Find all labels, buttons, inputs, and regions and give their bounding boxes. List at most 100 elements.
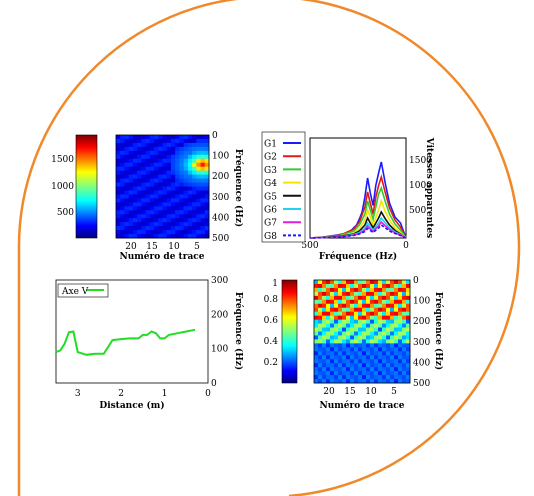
heatmap-cell — [120, 194, 125, 199]
heatmap-cell — [141, 174, 146, 179]
heatmap-cell — [362, 339, 367, 344]
heatmap-cell — [192, 206, 197, 211]
x-tick-5: 5 — [194, 242, 200, 252]
heatmap-cell — [179, 158, 185, 164]
heatmap-cell — [124, 218, 130, 223]
heatmap-cell — [141, 234, 146, 239]
heatmap-cell — [204, 138, 210, 144]
heatmap-cell — [402, 331, 407, 336]
heatmap-cell — [338, 375, 343, 380]
heatmap-cell — [137, 138, 142, 144]
heatmap-cell — [120, 142, 125, 148]
heatmap-cell — [326, 355, 331, 360]
heatmap-cell — [338, 280, 343, 285]
heatmap-cell — [374, 315, 379, 321]
heatmap-cell — [354, 339, 359, 344]
heatmap-cell — [362, 283, 367, 289]
heatmap-cell — [175, 190, 180, 195]
heatmap-cell — [141, 206, 146, 211]
heatmap-cell — [406, 355, 411, 360]
heatmap-cell — [378, 319, 383, 324]
heatmap-cell — [366, 363, 371, 368]
heatmap-cell — [326, 323, 331, 328]
heatmap-cell — [154, 190, 159, 195]
heatmap-cell — [374, 351, 379, 356]
y-tick-500: 500 — [413, 379, 430, 389]
heatmap-cell — [366, 315, 371, 321]
heatmap-cell — [120, 178, 125, 183]
heatmap-cell — [204, 154, 210, 160]
heatmap-cell — [183, 170, 189, 176]
heatmap-cell — [354, 287, 359, 293]
heatmap-cell — [192, 135, 197, 140]
heatmap-cell — [141, 190, 146, 195]
heatmap-cell — [346, 319, 351, 324]
heatmap-cell — [183, 135, 189, 140]
heatmap-cell — [330, 347, 335, 352]
heatmap-cell — [354, 299, 359, 305]
y-tick-0: 0 — [413, 276, 419, 286]
heatmap-cell — [358, 303, 363, 309]
heatmap-cell — [179, 202, 185, 207]
heatmap-cell — [137, 210, 142, 215]
heatmap-cell — [162, 226, 168, 231]
heatmap-cell — [394, 291, 399, 297]
legend: Axe V — [57, 283, 109, 298]
heatmap-cell — [162, 182, 168, 187]
heatmap-cell — [374, 323, 379, 328]
heatmap-cell — [166, 166, 172, 172]
heatmap-cell — [358, 291, 363, 297]
heatmap-cell — [137, 146, 142, 152]
heatmap-cell — [158, 146, 163, 152]
heatmap-cell — [145, 186, 151, 191]
heatmap-cell — [326, 299, 331, 305]
x-tick-20: 20 — [323, 387, 335, 397]
heatmap-cell — [366, 280, 371, 285]
heatmap-cell — [330, 367, 335, 372]
heatmap-cell — [137, 174, 142, 179]
heatmap-cell — [154, 182, 159, 187]
heatmap-cell — [374, 307, 379, 313]
heatmap-cell — [354, 280, 359, 285]
heatmap-cell — [183, 166, 189, 172]
heatmap-cell — [196, 170, 201, 176]
heatmap-cell — [370, 280, 375, 285]
heatmap-cell — [342, 355, 347, 360]
heatmap-cell — [314, 371, 319, 376]
heatmap-cell — [116, 218, 121, 223]
heatmap-cell — [350, 295, 355, 301]
series-line-g8 — [309, 223, 407, 239]
heatmap-cell — [382, 379, 387, 384]
heatmap-cell — [358, 335, 363, 340]
heatmap-cell — [342, 315, 347, 321]
heatmap-cell — [162, 162, 168, 168]
heatmap-cell — [204, 170, 210, 176]
heatmap-cell — [382, 303, 387, 309]
heatmap-cell — [166, 170, 172, 176]
heatmap-cell — [318, 327, 323, 332]
heatmap-cell — [141, 198, 146, 203]
heatmap-cell — [390, 327, 395, 332]
heatmap-cell — [374, 319, 379, 324]
heatmap-cell — [350, 331, 355, 336]
heatmap-cell — [179, 166, 185, 172]
heatmap-cell — [394, 371, 399, 376]
heatmap-cell — [204, 186, 210, 191]
heatmap-cell — [398, 307, 403, 313]
heatmap-cell — [406, 315, 411, 321]
heatmap-cell — [406, 331, 411, 336]
heatmap-cell — [338, 303, 343, 309]
heatmap-cell — [149, 170, 155, 176]
heatmap-cell — [137, 218, 142, 223]
heatmap-cell — [187, 170, 193, 176]
heatmap-cell — [204, 234, 210, 239]
heatmap-cell — [342, 375, 347, 380]
heatmap-cell — [162, 166, 168, 172]
heatmap-cell — [192, 182, 197, 187]
heatmap-cell — [187, 190, 193, 195]
heatmap-cell — [200, 226, 206, 231]
heatmap-cell — [162, 178, 168, 183]
heatmap-cell — [183, 138, 189, 144]
heatmap-cell — [187, 166, 193, 172]
heatmap-cell — [120, 146, 125, 152]
